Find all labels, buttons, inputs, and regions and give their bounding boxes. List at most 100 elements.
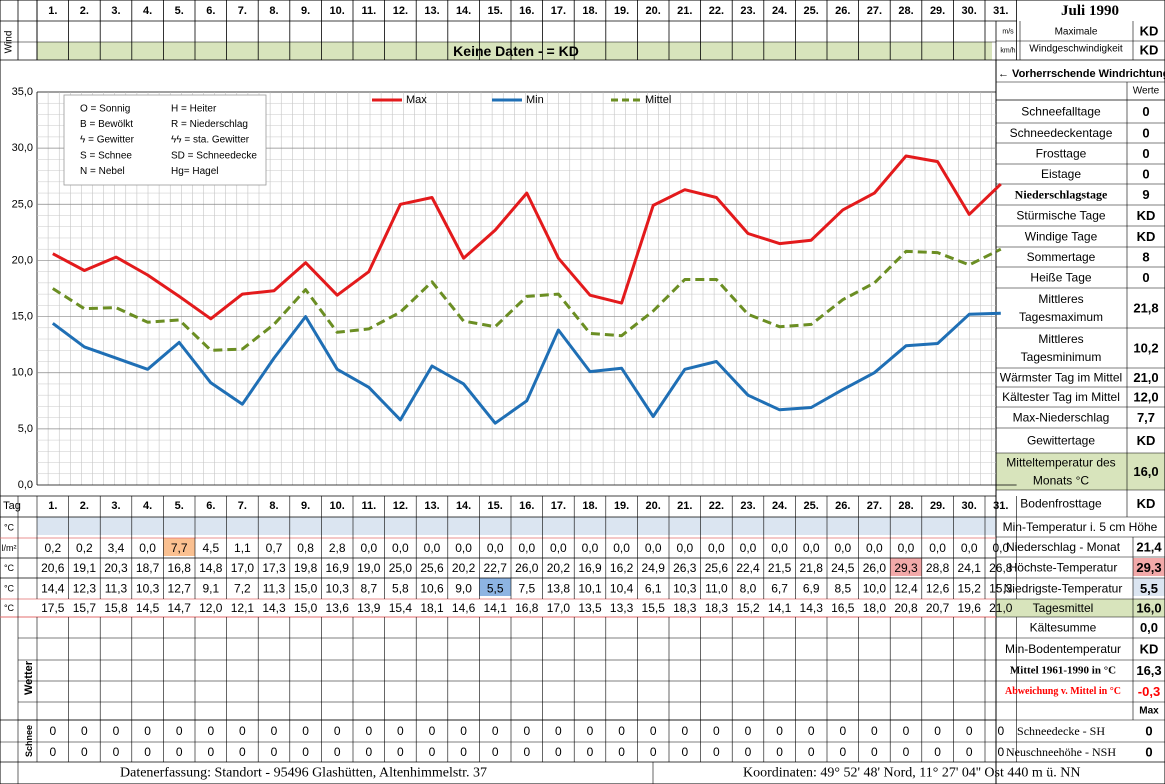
- day-header-table: 15.: [488, 500, 503, 512]
- day-value: 8,0: [740, 582, 757, 596]
- lower-stats-value: 21,4: [1136, 540, 1162, 555]
- max-temp-highlight: [890, 558, 922, 576]
- day-header-table: 2.: [80, 500, 89, 512]
- y-tick-label: 5,0: [18, 423, 33, 435]
- snow-value: 0: [587, 724, 594, 738]
- stats-label-line2: Monats °C: [1033, 474, 1089, 488]
- stats-value: 0: [1142, 270, 1149, 285]
- day-value: 21,0: [989, 601, 1013, 615]
- day-header-top: 1.: [48, 5, 57, 17]
- new-snow-day-value: 0: [871, 745, 878, 759]
- day-header-top: 27.: [867, 5, 882, 17]
- max-wind-label-1: Maximale: [1055, 27, 1098, 38]
- new-snow-day-value: 0: [460, 745, 467, 759]
- unit-label: °C: [4, 603, 15, 613]
- day-header-top: 10.: [330, 5, 345, 17]
- keine-daten-text: Keine Daten - = KD: [453, 43, 579, 59]
- snow-value: 0: [776, 724, 783, 738]
- day-header-table: 7.: [238, 500, 247, 512]
- day-value: 10,1: [578, 582, 602, 596]
- legend-label: Mittel: [645, 94, 671, 106]
- werte-label: Werte: [1133, 86, 1160, 97]
- day-value: 8,7: [360, 582, 377, 596]
- day-value: 14,1: [484, 601, 508, 615]
- day-header-top: 12.: [393, 5, 408, 17]
- day-header-table: 1.: [48, 500, 57, 512]
- symbol-legend-entry: B = Bewölkt: [80, 119, 133, 130]
- day-value: 0,0: [929, 541, 946, 555]
- stats-value: 16,0: [1133, 464, 1158, 479]
- stats-label: Schneefalltage: [1021, 105, 1101, 119]
- stats-label-line2: Tagesmaximum: [1019, 310, 1103, 324]
- day-header-table: 16.: [519, 500, 534, 512]
- day-value: 28,8: [926, 561, 950, 575]
- day-value: 7,2: [234, 582, 251, 596]
- snow-value: 0: [555, 724, 562, 738]
- day-value: 19,1: [73, 561, 97, 575]
- snow-value: 0: [871, 724, 878, 738]
- day-value: 26,8: [989, 561, 1013, 575]
- snow-depth-label: Schneedecke - SH: [1017, 724, 1105, 738]
- day-value: 10,6: [420, 582, 444, 596]
- day-value: 24,9: [642, 561, 666, 575]
- day-header-top: 5.: [175, 5, 184, 17]
- day-value: 5,8: [392, 582, 409, 596]
- new-snow-day-value: 0: [966, 745, 973, 759]
- snow-value: 0: [81, 724, 88, 738]
- day-value: 13,9: [357, 601, 381, 615]
- new-snow-day-value: 0: [776, 745, 783, 759]
- legend-label: Min: [526, 94, 544, 106]
- new-snow-day-value: 0: [176, 745, 183, 759]
- day-header-table: 30.: [962, 500, 977, 512]
- day-value: 0,0: [582, 541, 599, 555]
- symbol-legend-entry: ϟ = Gewitter: [80, 135, 135, 146]
- new-snow-day-value: 0: [839, 745, 846, 759]
- snow-value: 0: [397, 724, 404, 738]
- lower-stats-value: 29,3: [1136, 560, 1161, 575]
- stats-value: KD: [1137, 496, 1156, 511]
- day-value: 0,0: [708, 541, 725, 555]
- unit-label: °C: [4, 563, 15, 573]
- day-header-table: 9.: [301, 500, 310, 512]
- day-value: 20,6: [41, 561, 65, 575]
- stats-value: 0: [1142, 167, 1149, 182]
- day-value: 18,0: [863, 601, 887, 615]
- day-header-top: 13.: [424, 5, 439, 17]
- day-header-table: 18.: [582, 500, 597, 512]
- day-header-top: 7.: [238, 5, 247, 17]
- day-value: 17,0: [231, 561, 255, 575]
- symbol-legend-entry: R = Niederschlag: [171, 119, 248, 130]
- day-value: 18,3: [673, 601, 697, 615]
- lower-stats-label: Niedrigste-Temperatur: [1004, 582, 1123, 596]
- day-value: 14,4: [41, 582, 65, 596]
- unit-ms: m/s: [1002, 29, 1014, 36]
- new-snow-day-value: 0: [429, 745, 436, 759]
- tag-label: Tag: [3, 500, 21, 512]
- new-snow-day-value: 0: [49, 745, 56, 759]
- stats-label: Max-Niederschlag: [1013, 411, 1110, 425]
- day-header-table: 27.: [867, 500, 882, 512]
- series-line-mittel: [51, 247, 1002, 352]
- day-value: 12,0: [199, 601, 223, 615]
- new-snow-label: Neuschneehöhe - NSH: [1006, 745, 1116, 759]
- new-snow-day-value: 0: [239, 745, 246, 759]
- new-snow-day-value: 0: [397, 745, 404, 759]
- min5cm-row-fill: [37, 517, 996, 535]
- day-value: 15,2: [736, 601, 760, 615]
- snow-value: 0: [903, 724, 910, 738]
- schnee-label: Schnee: [24, 725, 34, 757]
- tagesmittel-fill: [996, 599, 1165, 617]
- symbol-legend-entry: S = Schnee: [80, 150, 132, 161]
- day-value: 21,8: [800, 561, 824, 575]
- day-header-top: 6.: [206, 5, 215, 17]
- day-value: 15,7: [73, 601, 97, 615]
- day-value: 0,0: [139, 541, 156, 555]
- day-value: 0,0: [360, 541, 377, 555]
- series-line-max: [52, 154, 1002, 321]
- day-value: 16,2: [610, 561, 634, 575]
- snow-value: 0: [429, 724, 436, 738]
- stats-value: KD: [1137, 229, 1156, 244]
- stats-value: 12,0: [1133, 390, 1158, 405]
- day-value: 0,0: [392, 541, 409, 555]
- day-value: 21,5: [768, 561, 792, 575]
